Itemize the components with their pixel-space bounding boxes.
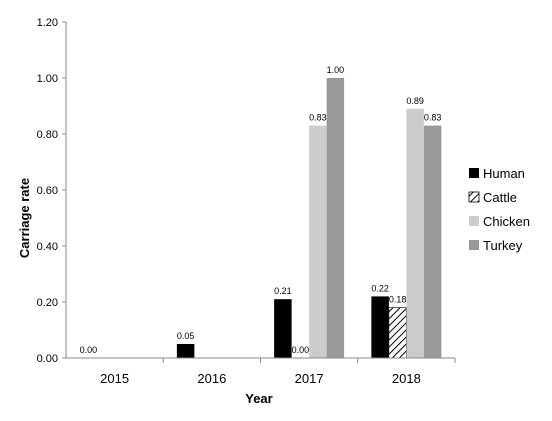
legend-label-cattle: Cattle <box>483 190 517 205</box>
legend-label-turkey: Turkey <box>483 238 523 253</box>
data-label: 0.00 <box>80 345 98 355</box>
legend-label-human: Human <box>483 166 525 181</box>
bars <box>176 78 442 359</box>
x-tick-label: 2017 <box>295 371 324 386</box>
y-tick-label: 0.40 <box>37 241 58 253</box>
y-tick-label: 0.80 <box>37 129 58 141</box>
legend: Human Cattle Chicken Turkey <box>468 166 530 253</box>
bar-chicken-2017 <box>309 125 327 358</box>
x-axis-ticks: 2015 2016 2017 2018 <box>100 358 456 386</box>
data-label: 1.00 <box>327 65 345 75</box>
x-axis-title: Year <box>245 391 272 406</box>
bar-chicken-2018 <box>406 108 424 358</box>
legend-swatch-chicken <box>469 216 479 226</box>
bar-cattle-2018 <box>388 307 407 359</box>
y-axis-title: Carriage rate <box>17 178 32 258</box>
data-label: 0.18 <box>389 295 407 305</box>
data-label: 0.22 <box>371 283 389 293</box>
y-tick-label: 0.20 <box>37 297 58 309</box>
bar-turkey-2017 <box>326 78 345 358</box>
legend-swatch-turkey <box>469 240 479 250</box>
bar-turkey-2018 <box>423 125 442 358</box>
y-tick-label: 1.20 <box>37 17 58 29</box>
data-label: 0.89 <box>406 96 424 106</box>
y-tick-label: 0.00 <box>37 353 58 365</box>
y-tick-label: 1.00 <box>37 73 58 85</box>
data-label: 0.21 <box>274 286 292 296</box>
bar-human-2016 <box>176 344 195 358</box>
data-label: 0.05 <box>177 331 195 341</box>
y-axis-ticks: 0.00 0.20 0.40 0.60 0.80 1.00 1.20 <box>37 17 66 365</box>
bar-human-2017 <box>274 299 292 358</box>
x-tick-label: 2016 <box>197 371 226 386</box>
legend-label-chicken: Chicken <box>483 214 530 229</box>
legend-swatch-human <box>469 168 479 178</box>
legend-swatch-cattle <box>468 191 480 203</box>
x-tick-label: 2015 <box>100 371 129 386</box>
data-label: 0.83 <box>424 113 442 123</box>
x-tick-label: 2018 <box>392 371 421 386</box>
data-label: 0.00 <box>292 345 310 355</box>
y-tick-label: 0.60 <box>37 185 58 197</box>
bar-human-2018 <box>371 296 389 358</box>
data-label: 0.83 <box>309 113 327 123</box>
data-labels: 0.000.050.21 0.220.000.180.830.891.000.83 <box>80 65 442 355</box>
